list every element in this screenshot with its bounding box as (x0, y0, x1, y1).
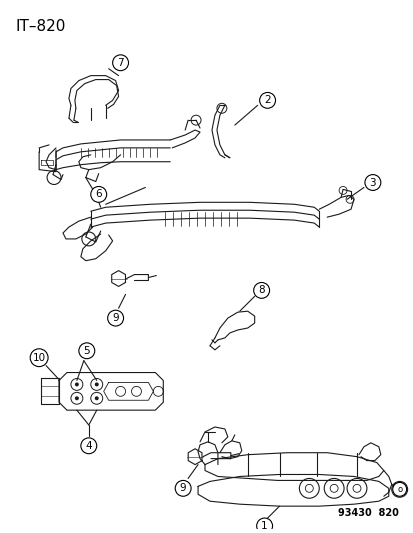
Circle shape (392, 482, 406, 496)
Text: 2: 2 (263, 95, 270, 106)
Text: 4: 4 (85, 441, 92, 451)
Text: o: o (396, 485, 401, 494)
Text: 3: 3 (369, 177, 375, 188)
Circle shape (78, 343, 95, 359)
Circle shape (75, 383, 78, 386)
Circle shape (95, 397, 98, 400)
Text: 10: 10 (33, 353, 45, 362)
Text: 5: 5 (83, 346, 90, 356)
Circle shape (95, 383, 98, 386)
Text: 9: 9 (112, 313, 119, 323)
Text: 6: 6 (95, 189, 102, 199)
Text: 9: 9 (179, 483, 186, 494)
Circle shape (107, 310, 123, 326)
Text: 8: 8 (258, 285, 264, 295)
Circle shape (112, 55, 128, 71)
Circle shape (259, 92, 275, 108)
Circle shape (75, 397, 78, 400)
Text: IT–820: IT–820 (15, 19, 66, 34)
Text: 1: 1 (261, 521, 267, 531)
Text: 7: 7 (117, 58, 123, 68)
Circle shape (90, 187, 107, 203)
Circle shape (30, 349, 48, 367)
Circle shape (175, 480, 191, 496)
Circle shape (253, 282, 269, 298)
Circle shape (81, 438, 97, 454)
Circle shape (256, 518, 272, 533)
Circle shape (364, 175, 380, 190)
Text: 93430  820: 93430 820 (337, 508, 398, 518)
